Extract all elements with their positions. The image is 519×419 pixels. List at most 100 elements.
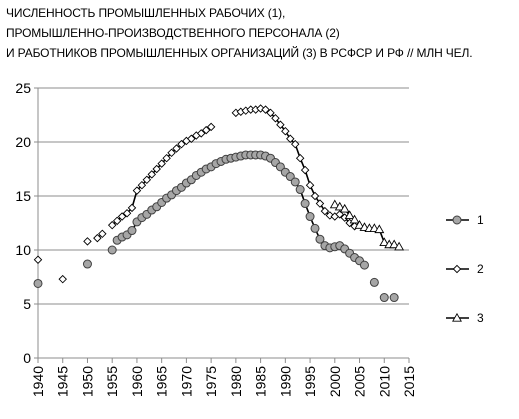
y-tick-label: 25 xyxy=(15,80,31,96)
series-3-point xyxy=(374,224,385,234)
series-2-point xyxy=(305,180,315,190)
series-2-point xyxy=(167,148,176,158)
x-tick-label: 1980 xyxy=(228,366,244,397)
series-3-point xyxy=(329,199,340,209)
x-tick-label: 2005 xyxy=(352,366,368,397)
x-tick-label: 2010 xyxy=(376,366,392,397)
legend-marker-1 xyxy=(452,215,462,225)
grid-lines xyxy=(38,87,409,359)
x-tick-label: 1955 xyxy=(104,366,120,397)
series-2-point xyxy=(281,126,290,136)
legend-label-3: 3 xyxy=(477,311,484,325)
series-2-point xyxy=(137,180,147,190)
y-tick-label: 10 xyxy=(15,242,31,258)
series-3-point xyxy=(349,214,360,224)
series-2-point xyxy=(315,199,325,208)
x-tick-label: 2000 xyxy=(327,366,343,397)
series-2-point xyxy=(107,220,117,230)
series-2-point xyxy=(132,186,142,195)
legend-label-2: 2 xyxy=(477,262,484,276)
series-2-point xyxy=(290,139,300,149)
series-2-point xyxy=(127,203,137,213)
series-2-point xyxy=(187,134,196,143)
x-tick-label: 1995 xyxy=(302,366,318,397)
legend-label-1: 1 xyxy=(477,213,484,227)
series-2-point xyxy=(276,120,285,129)
series-2-point xyxy=(122,209,132,218)
y-tick-label: 0 xyxy=(23,350,31,366)
series-2-point xyxy=(206,122,216,132)
series-3-point xyxy=(344,210,355,220)
series-2-point xyxy=(147,170,157,179)
x-tick-label: 1945 xyxy=(55,366,71,397)
series-2-point xyxy=(152,164,161,174)
series-2-point xyxy=(157,159,166,168)
chart-title-line-1: ЧИСЛЕННОСТЬ ПРОМЫШЛЕННЫХ РАБОЧИХ (1), xyxy=(6,6,286,20)
series-1-point xyxy=(310,223,320,233)
chart-title-line-3: И РАБОТНИКОВ ПРОМЫШЛЕННЫХ ОРГАНИЗАЦИЙ (3… xyxy=(6,46,473,60)
series-2-point xyxy=(142,175,152,185)
series-1-point xyxy=(127,226,137,236)
chart-title-line-2: ПРОМЫШЛЕННО-ПРОИЗВОДСТВЕННОГО ПЕРСОНАЛА … xyxy=(6,26,340,40)
series-1-point xyxy=(379,293,389,303)
x-tick-label: 1990 xyxy=(277,366,293,397)
series-3-point xyxy=(389,239,400,249)
series-3-point xyxy=(334,201,345,211)
series-1-point xyxy=(290,177,300,187)
series-1-point xyxy=(107,245,117,255)
x-tick-label: 1970 xyxy=(178,366,194,397)
series-2-point xyxy=(300,165,310,175)
x-tick-label: 1975 xyxy=(203,366,219,397)
series-3-point xyxy=(339,203,350,213)
series-2-point xyxy=(33,255,43,264)
x-tick-label: 1960 xyxy=(129,366,145,397)
series-1-point xyxy=(315,234,325,244)
series-2-point xyxy=(197,129,206,138)
series-1-point xyxy=(359,260,369,270)
x-tick-label: 1950 xyxy=(79,366,95,397)
series-2-point xyxy=(93,233,102,243)
series-3-point xyxy=(394,241,405,251)
series-2-point xyxy=(310,191,320,201)
series-2-point xyxy=(335,210,344,219)
series-1-point xyxy=(369,277,379,287)
series-2-point xyxy=(201,125,211,135)
tick-labels: 0 5 10 15 20 25 1940 1945 1950 1955 1960 1965 1970 19… xyxy=(15,80,417,397)
series-2-point xyxy=(320,206,330,216)
series-1-point xyxy=(305,212,315,222)
series-2-point xyxy=(177,139,186,149)
y-tick-label: 20 xyxy=(15,134,31,150)
x-tick-label: 1985 xyxy=(253,366,269,397)
series-markers xyxy=(33,104,405,303)
series-1-point xyxy=(33,278,43,288)
x-tick-label: 1940 xyxy=(30,366,46,397)
x-tick-label: 1965 xyxy=(154,366,170,397)
series-2-point xyxy=(286,134,295,143)
series-1-point xyxy=(389,293,399,303)
series-2-point xyxy=(261,105,270,114)
series-3-point xyxy=(379,237,390,247)
legend-marker-2 xyxy=(452,264,462,274)
series-2-point xyxy=(271,114,280,123)
series-3-point xyxy=(354,220,365,229)
series-2-point xyxy=(98,229,107,239)
series-2-point xyxy=(83,237,92,246)
series-2-point xyxy=(256,104,265,113)
series-2-point xyxy=(117,212,127,221)
legend: 1 2 3 xyxy=(446,213,484,325)
axes xyxy=(34,87,410,363)
series-1-point xyxy=(82,259,92,269)
legend-marker-3 xyxy=(452,312,462,322)
series-2-point xyxy=(162,153,171,163)
series-2-point xyxy=(58,274,67,284)
y-tick-label: 15 xyxy=(15,188,31,204)
series-2-point xyxy=(295,153,305,163)
series-2-point xyxy=(266,108,275,118)
series-1-point xyxy=(295,185,305,195)
y-tick-label: 5 xyxy=(23,296,31,312)
series-2-point xyxy=(172,144,181,153)
x-tick-label: 2015 xyxy=(401,366,417,397)
series-2-point xyxy=(112,216,122,226)
series-1-point xyxy=(300,199,310,209)
